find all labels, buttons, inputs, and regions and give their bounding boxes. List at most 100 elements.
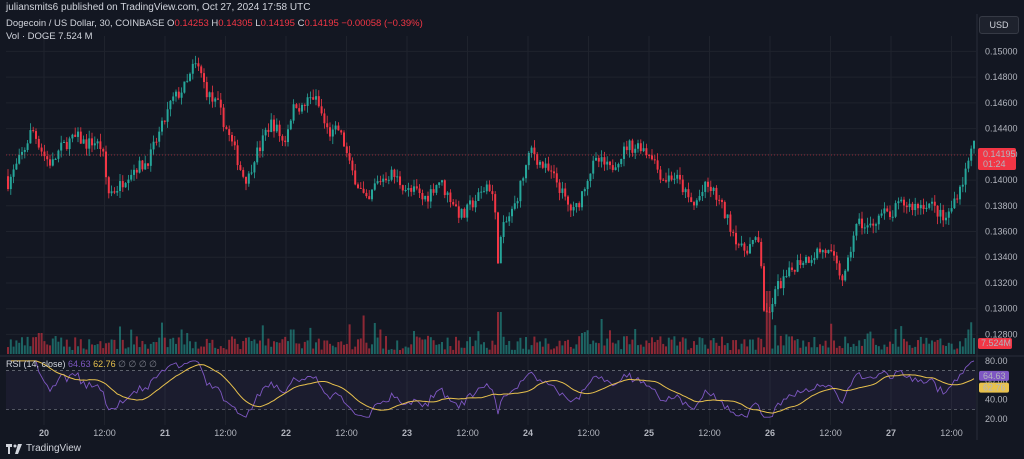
time-tick-label: 25 [644, 428, 654, 438]
volume-bar [29, 346, 32, 354]
volume-bar [169, 338, 172, 354]
volume-bar [648, 343, 651, 354]
candle-body [695, 200, 698, 206]
volume-bar [578, 336, 581, 354]
volume-bar [357, 339, 359, 354]
volume-bar [659, 336, 662, 354]
volume-bar [149, 343, 152, 354]
volume-badge-label: 7.524M [981, 338, 1011, 348]
rsi-level-label: 40.00 [985, 395, 1008, 405]
candle-body [863, 227, 866, 229]
volume-bar [393, 349, 396, 354]
volume-bar [413, 330, 415, 354]
volume-bar [609, 330, 611, 354]
volume-bar [620, 349, 623, 354]
candle-body [813, 258, 816, 261]
volume-bar [928, 343, 931, 354]
currency-button[interactable]: USD [979, 16, 1019, 34]
volume-bar [827, 347, 830, 354]
volume-bar [942, 345, 945, 354]
close-label: C [297, 18, 305, 29]
price-tick-label: 0.13800 [985, 201, 1018, 211]
time-tick-label: 20 [39, 428, 49, 438]
volume-bar [491, 340, 494, 354]
volume-bar [189, 341, 191, 354]
candle-body [54, 158, 57, 160]
volume-bar [267, 338, 270, 354]
volume-bar [46, 344, 49, 354]
volume-bar [15, 340, 18, 354]
candle-body [712, 187, 715, 191]
volume-legend: Vol · DOGE 7.524 M [6, 31, 93, 42]
countdown-label: 01:24 [983, 159, 1006, 169]
candle-body [127, 179, 130, 184]
volume-bar [219, 346, 222, 354]
volume-bar [597, 343, 600, 354]
volume-bar [670, 339, 673, 354]
volume-bar [485, 347, 488, 354]
candle-body [880, 213, 883, 216]
candle-body [57, 150, 60, 159]
volume-bar [438, 344, 441, 354]
candle-body [729, 214, 732, 232]
volume-bar [441, 341, 443, 354]
volume-bar [779, 335, 782, 354]
volume-bar [816, 347, 819, 354]
volume-bar [547, 343, 550, 354]
volume-bar [242, 341, 245, 354]
volume-bar [690, 348, 693, 354]
candle-body [564, 188, 567, 197]
volume-bar [65, 339, 68, 354]
price-tick-label: 0.13600 [985, 227, 1018, 237]
volume-bar [119, 326, 121, 354]
candle-body [513, 203, 516, 209]
volume-bar [821, 345, 824, 354]
volume-bar [68, 346, 71, 354]
volume-bar [919, 336, 922, 354]
volume-bar [259, 340, 261, 354]
candle-body [953, 198, 956, 209]
publisher-text: juliansmits6 published on TradingView.co… [6, 2, 311, 13]
volume-bar [964, 338, 967, 354]
candle-body [726, 214, 729, 219]
footer-brand[interactable]: TradingView [6, 443, 81, 454]
candle-body [805, 256, 807, 263]
rsi-label: RSI (14, close) [6, 359, 66, 369]
candle-body [679, 174, 681, 180]
candle-body [343, 132, 345, 147]
volume-bar [211, 339, 214, 354]
candle-body [214, 98, 217, 102]
volume-bar [897, 346, 900, 354]
candle-body [275, 124, 278, 132]
volume-bar [396, 340, 399, 354]
candle-body [855, 223, 858, 236]
volume-bar [751, 339, 754, 354]
rsi-level-label: 20.00 [985, 414, 1008, 424]
candle-body [595, 157, 597, 161]
volume-bar [785, 334, 788, 354]
tradingview-logo-icon [6, 443, 22, 454]
low-label: L [255, 18, 261, 29]
volume-bar [922, 343, 925, 354]
volume-bar [931, 340, 933, 354]
candle-body [323, 113, 326, 124]
volume-bar [877, 346, 880, 354]
candle-body [648, 154, 651, 156]
volume-bar [771, 348, 774, 354]
candle-body [320, 106, 323, 114]
volume-bar [359, 338, 362, 354]
volume-bar [177, 337, 180, 354]
candle-body [471, 200, 474, 208]
volume-bar [331, 345, 334, 354]
candle-body [973, 140, 975, 149]
candle-body [550, 170, 553, 172]
candle-body [348, 153, 351, 161]
volume-bar [477, 331, 480, 354]
volume-bar [365, 342, 368, 354]
candle-body [824, 250, 827, 254]
volume-bar [502, 336, 505, 354]
volume-bar [863, 339, 866, 354]
volume-bar [231, 336, 233, 354]
candle-body [751, 239, 754, 245]
